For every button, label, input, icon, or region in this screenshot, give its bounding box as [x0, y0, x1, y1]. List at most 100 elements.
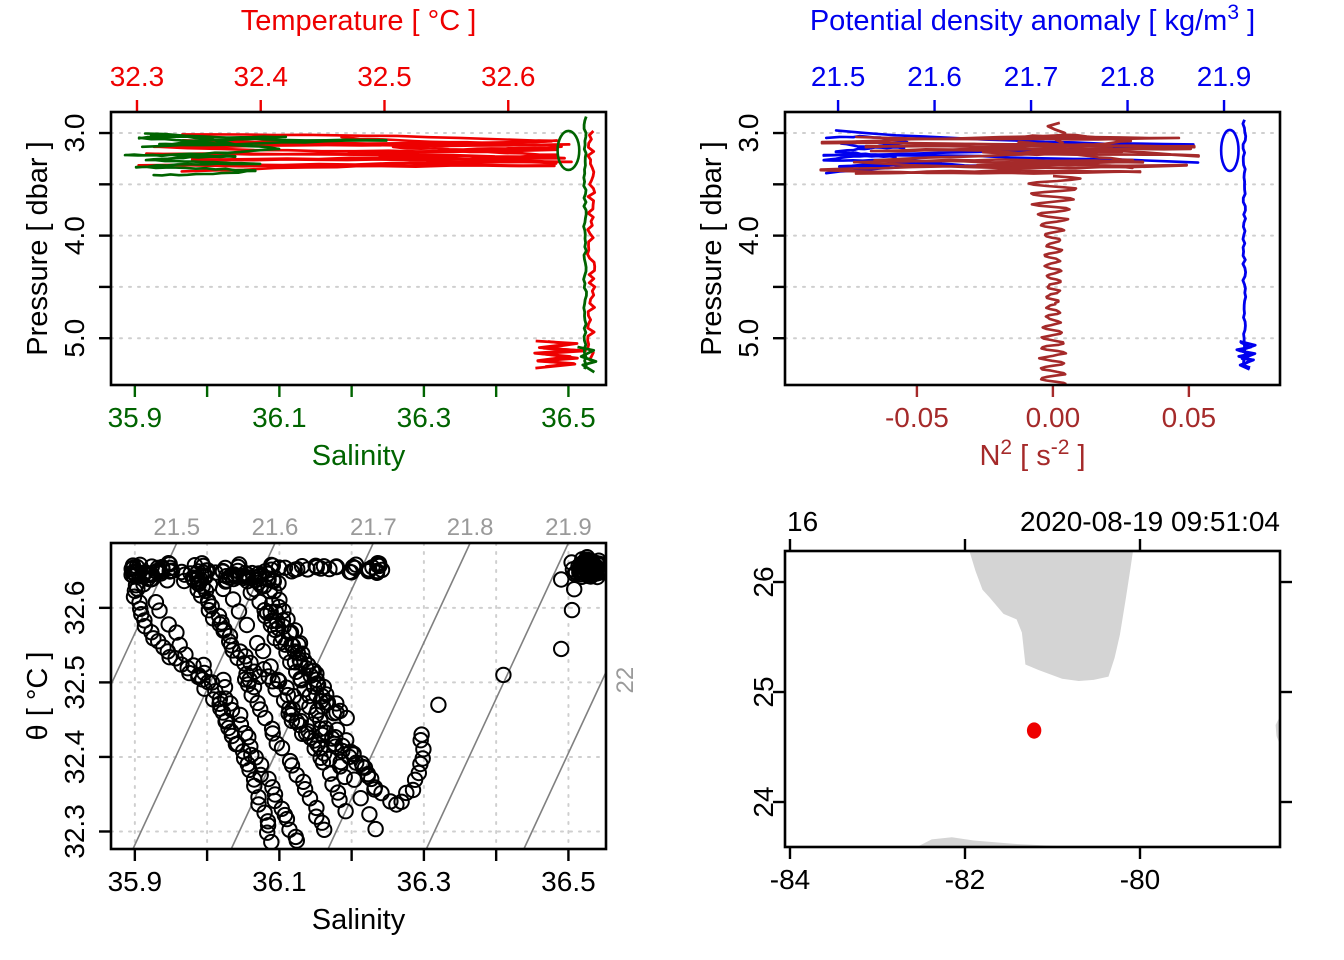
y-axis-title: Pressure [ dbar ] — [696, 141, 728, 355]
x-tick-label: 36.1 — [252, 866, 307, 897]
top-axis-title: Potential density anomaly [ kg/m3 ] — [810, 1, 1255, 37]
label-part: -80 — [1120, 864, 1160, 895]
isopycnal-line-21.5 — [111, 543, 178, 687]
scatter-point-streak — [345, 746, 362, 763]
ts-content — [111, 543, 606, 849]
label-part: 32.4 — [233, 61, 288, 92]
scatter-point-streak — [373, 784, 390, 802]
label-part: 3 — [1227, 1, 1239, 24]
y-tick-label: 32.5 — [59, 655, 90, 710]
plot-border — [109, 541, 608, 851]
y-axis-title: Pressure [ dbar ] — [22, 141, 54, 355]
scatter-point-cloud — [160, 616, 177, 633]
scatter-point-cloud — [238, 616, 256, 634]
label-part: [ s — [1012, 440, 1051, 472]
scatter-point-streak — [313, 814, 331, 831]
scatter-point-band — [150, 562, 167, 579]
scatter-point-cloud — [230, 603, 248, 620]
scatter-point-streak — [240, 728, 257, 746]
trace-vertical-potential-density-anomaly-deep — [1241, 119, 1248, 368]
scatter-point-streak — [278, 810, 296, 828]
profile-content — [785, 119, 1280, 385]
scatter-point-cloud — [302, 667, 319, 684]
scatter-point-streak — [124, 557, 142, 574]
label-part: θ [ °C ] — [22, 652, 54, 741]
profile-content — [111, 116, 606, 374]
y-tick-label: 4.0 — [733, 216, 764, 255]
label-part: 36.5 — [541, 866, 596, 897]
scatter-point-streak — [348, 754, 365, 771]
scatter-point-streak — [308, 799, 325, 817]
scatter-point-streak — [404, 781, 422, 799]
top-tick-label: 21.8 — [1100, 61, 1155, 92]
label-part: 36.5 — [541, 402, 596, 433]
label-part: N — [979, 440, 1000, 472]
label-part: Potential density anomaly [ kg/m — [810, 5, 1227, 37]
scatter-point-streak — [316, 821, 333, 838]
scatter-point-single — [566, 581, 583, 598]
label-part: 32.6 — [59, 581, 90, 636]
scatter-point-streak — [250, 796, 267, 813]
top-tick-label: 32.6 — [481, 61, 536, 92]
scatter-point-band — [195, 557, 212, 575]
label-part: 21.5 — [153, 514, 200, 541]
scatter-point-cloud — [185, 657, 202, 674]
map-time-title: 2020-08-19 09:51:04 — [1020, 506, 1280, 537]
label-part: Salinity — [312, 904, 406, 936]
scatter-point-cloud — [242, 584, 260, 601]
scatter-point-cloud — [207, 564, 224, 581]
scatter-point-streak — [356, 759, 374, 776]
label-part: 32.3 — [59, 804, 90, 859]
scatter-point-streak — [308, 808, 325, 825]
top-axis-title: Temperature [ °C ] — [241, 5, 477, 37]
scatter-point-cloud — [305, 678, 323, 695]
label-part: ] — [1069, 440, 1085, 472]
scatter-point-cloud — [239, 573, 256, 590]
x-tick-label: 36.3 — [397, 866, 452, 897]
label-part: 32.6 — [481, 61, 536, 92]
trace-buoyancy-frequency — [819, 135, 1200, 175]
scatter-point-band — [360, 561, 378, 578]
scatter-point-streak — [280, 705, 297, 722]
scatter-point-streak — [314, 726, 331, 744]
label-part: -84 — [770, 864, 810, 895]
label-part: 24 — [748, 786, 779, 817]
scatter-point-cloud — [286, 643, 304, 660]
trace-bottom-scribble-temperature — [535, 339, 587, 368]
label-part: 4.0 — [733, 216, 764, 255]
isopycnal-label: 21.9 — [545, 514, 592, 541]
scatter-point-cluster — [585, 563, 602, 581]
label-part: 21.5 — [811, 61, 866, 92]
top-tick-label: 32.5 — [357, 61, 412, 92]
scatter-point-band — [159, 572, 176, 589]
isopycnal-line-22 — [523, 670, 606, 849]
y-tick-label: 24 — [748, 786, 779, 817]
scatter-point-streak — [223, 701, 241, 719]
label-part: 0.05 — [1162, 402, 1217, 433]
scatter-point-cloud — [242, 654, 259, 672]
scatter-point-cloud — [361, 806, 378, 823]
scatter-point-streak — [336, 768, 353, 786]
scatter-point-streak — [324, 730, 341, 747]
scatter-point-cloud — [346, 771, 363, 788]
scatter-point-band — [217, 573, 234, 590]
scatter-point-streak — [412, 732, 429, 749]
scatter-point-streak — [359, 767, 376, 785]
panel-ts-diagram: 21.5 21.6 21.7 21.8 21.9 22 32.3 32.4 32.5 32.6θ … — [22, 514, 639, 936]
y-tick-label: 26 — [748, 566, 779, 597]
top-tick-label: 21.5 — [811, 61, 866, 92]
scatter-point-streak — [283, 712, 301, 729]
scatter-point-streak — [250, 789, 267, 806]
trace-buoyancy-frequency — [976, 133, 1135, 172]
label-part: 2020-08-19 09:51:04 — [1020, 506, 1280, 537]
y-tick-label: 32.3 — [59, 804, 90, 859]
top-tick-label: 21.6 — [907, 61, 962, 92]
label-part: 0.00 — [1026, 402, 1081, 433]
scatter-point-cloud — [213, 614, 230, 631]
scatter-point-streak — [215, 671, 232, 689]
scatter-point-cloud — [199, 592, 217, 609]
label-part: 3.0 — [733, 114, 764, 153]
scatter-point-band — [312, 560, 330, 577]
